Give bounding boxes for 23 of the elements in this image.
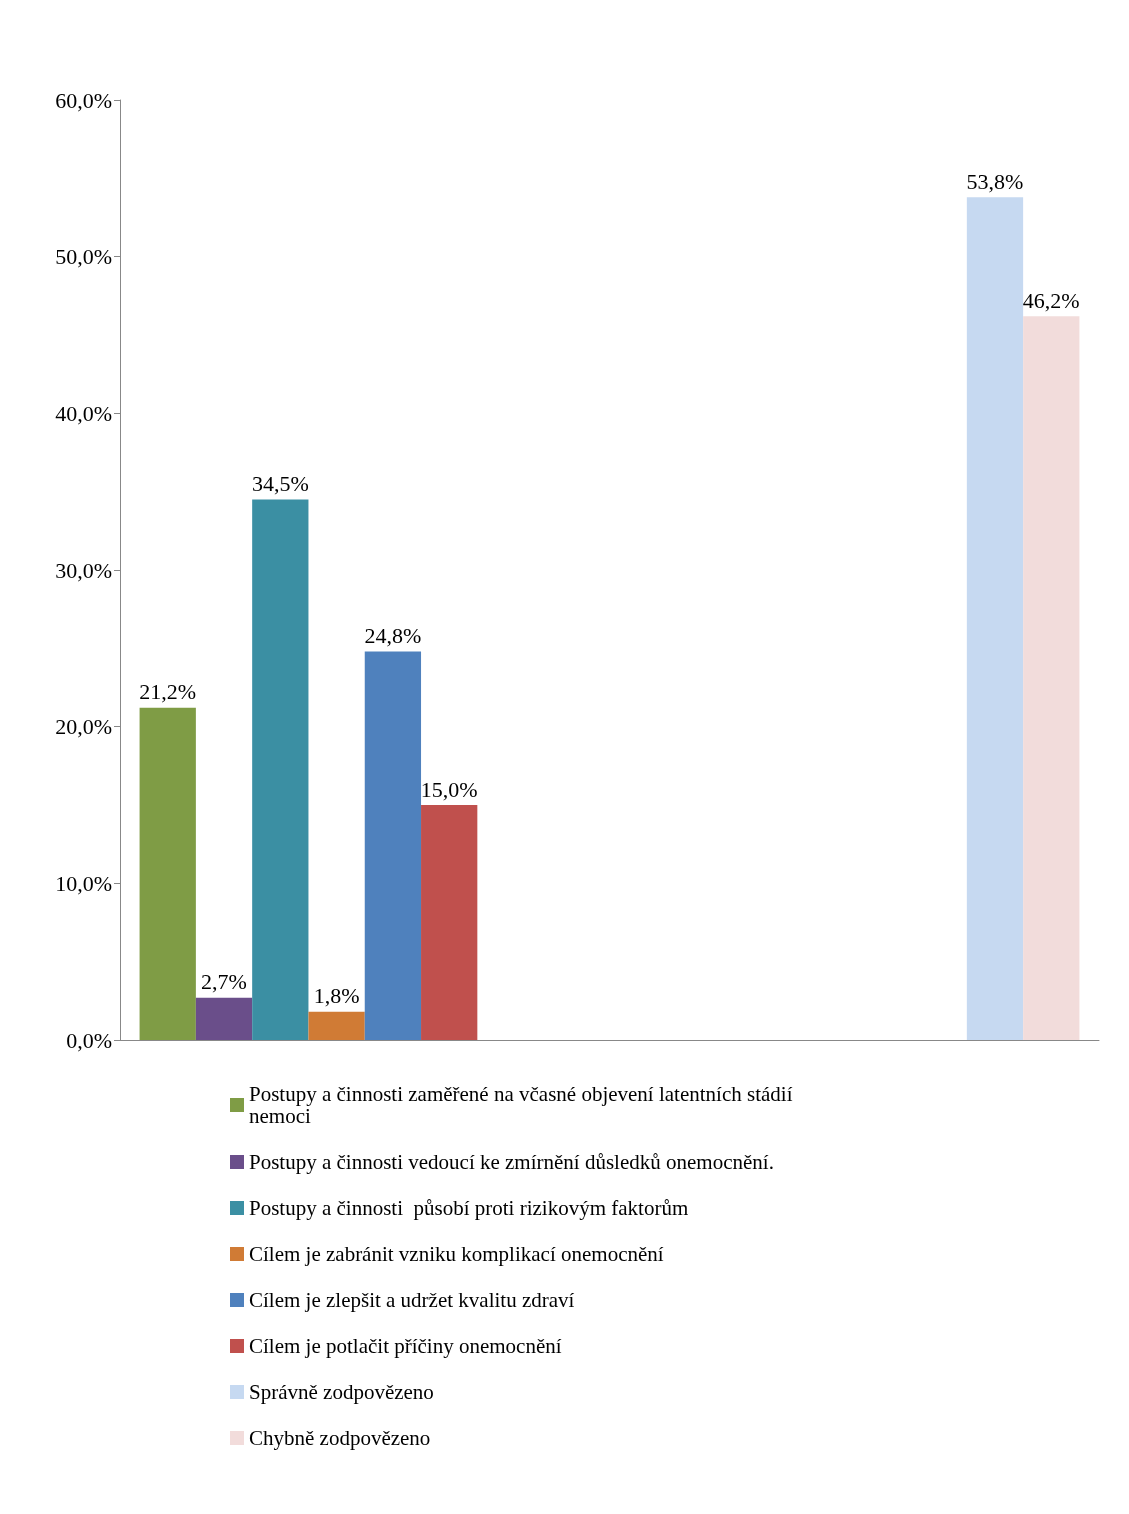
data-label: 46,2% (1022, 287, 1080, 313)
legend-label: Postupy a činnosti působí proti rizikovým faktorům (249, 1196, 689, 1220)
y-tick-label: 60,0% (55, 87, 112, 113)
y-tick-label: 50,0% (55, 244, 112, 270)
legend-label: Cílem je potlačit příčiny onemocnění (249, 1334, 562, 1358)
data-label: 53,8% (966, 168, 1024, 194)
y-tick-label: 30,0% (55, 557, 112, 583)
legend-label: Cílem je zabránit vzniku komplikací onemocnění (249, 1242, 664, 1266)
legend-label: Chybně zodpovězeno (249, 1426, 431, 1450)
y-tick-label: 40,0% (55, 400, 112, 426)
data-label: 34,5% (251, 471, 309, 496)
y-tick-label: 0,0% (66, 1027, 112, 1053)
legend-label: Postupy a činnosti vedoucí ke zmírnění důsledků onemocnění. (249, 1150, 774, 1174)
data-label: 21,2% (139, 679, 197, 705)
legend-label: Správně zodpovězeno (249, 1380, 434, 1404)
data-label: 1,8% (313, 983, 360, 1009)
data-label: 2,7% (201, 969, 247, 995)
legend-label: Cílem je zlepšit a udržet kvalitu zdraví (249, 1288, 575, 1312)
y-tick-label: 20,0% (55, 714, 112, 740)
y-tick-label: 10,0% (55, 870, 112, 896)
legend-label: Postupy a činnosti zaměřené na včasné objevení latentních stádií nemoci (249, 1082, 798, 1128)
data-label: 24,8% (364, 622, 422, 648)
data-label: 15,0% (420, 776, 478, 802)
